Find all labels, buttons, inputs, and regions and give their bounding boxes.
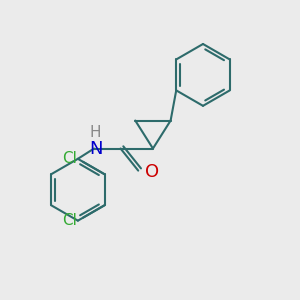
Text: N: N [89, 140, 102, 158]
Text: Cl: Cl [62, 151, 77, 166]
Text: O: O [145, 163, 159, 181]
Text: H: H [90, 125, 101, 140]
Text: Cl: Cl [62, 213, 77, 228]
